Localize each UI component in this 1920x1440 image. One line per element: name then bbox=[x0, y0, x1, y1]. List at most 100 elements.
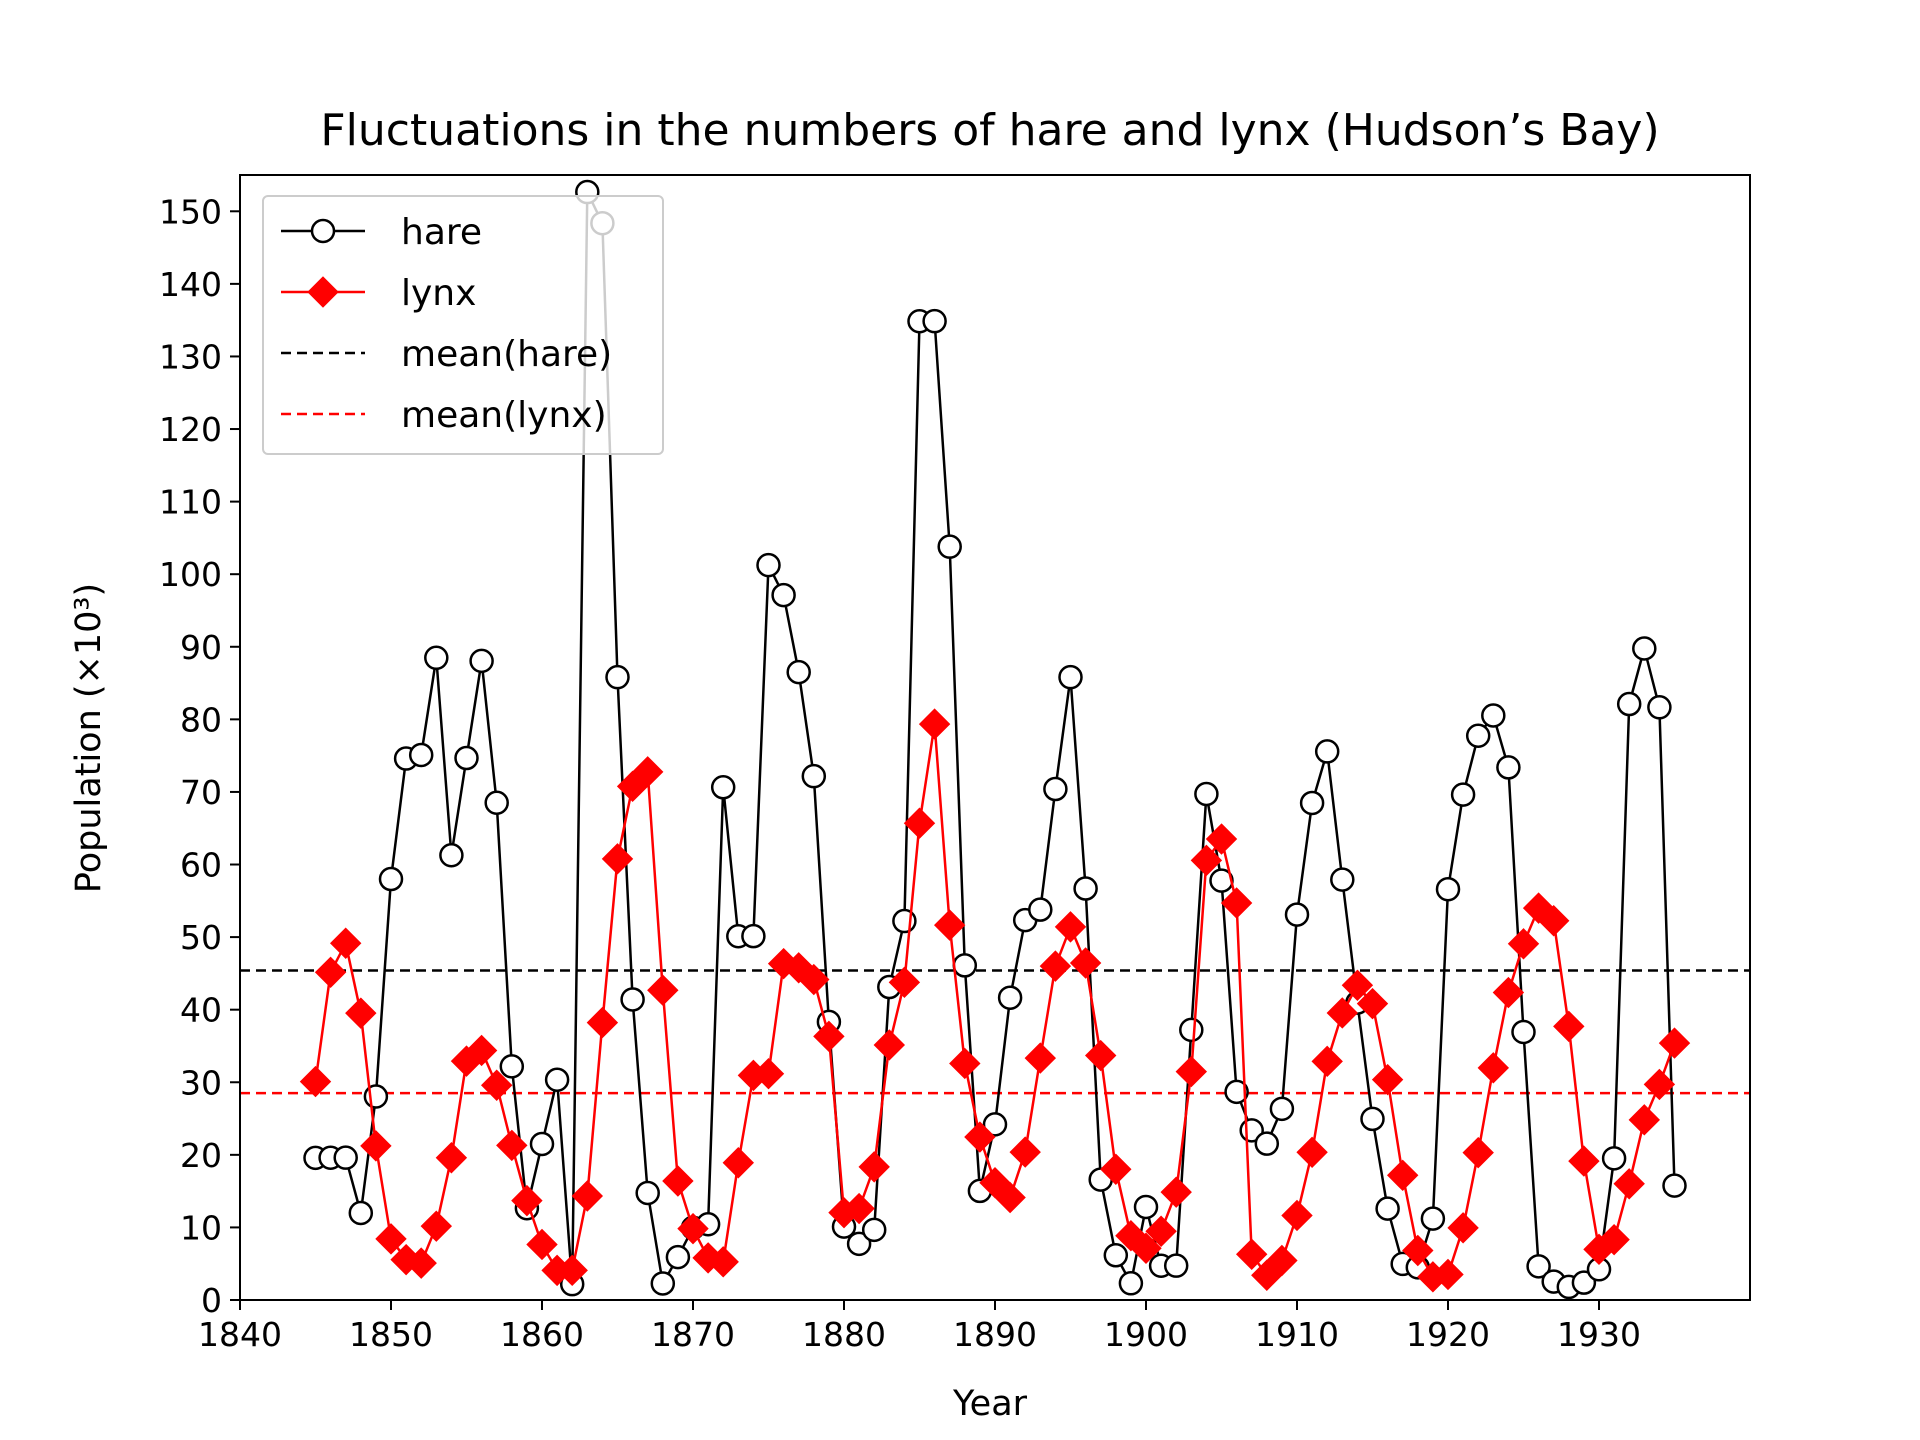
hare-point bbox=[544, 1067, 570, 1092]
hare-point bbox=[1511, 1019, 1536, 1045]
y-tick-label: 70 bbox=[180, 773, 222, 812]
hare-point bbox=[1481, 703, 1506, 728]
lynx-point bbox=[1356, 987, 1389, 1020]
legend: hare lynx mean(hare) mean(lynx) bbox=[262, 195, 664, 455]
lynx-point bbox=[994, 1181, 1026, 1214]
lynx-point bbox=[1160, 1176, 1192, 1208]
y-tick-label: 40 bbox=[180, 991, 222, 1030]
lynx-point bbox=[1341, 969, 1374, 1001]
y-tick-label: 150 bbox=[159, 192, 222, 231]
hare-point bbox=[1133, 1194, 1159, 1220]
lynx-point bbox=[677, 1212, 709, 1245]
lynx-point bbox=[1326, 997, 1359, 1029]
y-tick-label: 140 bbox=[159, 265, 222, 304]
lynx-point bbox=[299, 1065, 332, 1098]
lynx-point bbox=[1371, 1063, 1404, 1096]
x-tick-label: 1890 bbox=[953, 1315, 1037, 1354]
hare-point bbox=[1163, 1253, 1189, 1278]
lynx-point bbox=[1205, 823, 1238, 855]
lynx-point bbox=[314, 956, 347, 989]
lynx-point bbox=[1039, 950, 1072, 982]
lynx-point bbox=[601, 843, 634, 875]
x-tick-label: 1860 bbox=[500, 1315, 584, 1354]
hare-point bbox=[1028, 897, 1053, 922]
hare-point bbox=[408, 742, 434, 768]
hare-point bbox=[378, 866, 404, 892]
lynx-point bbox=[375, 1223, 407, 1255]
lynx-point bbox=[1643, 1068, 1676, 1101]
legend-lynx-label: lynx bbox=[401, 273, 476, 314]
lynx-point bbox=[480, 1069, 513, 1101]
y-tick-label: 120 bbox=[159, 410, 222, 449]
lynx-point bbox=[813, 1020, 845, 1053]
hare-point bbox=[529, 1131, 555, 1157]
y-tick-label: 0 bbox=[201, 1281, 222, 1320]
x-tick-label: 1870 bbox=[651, 1315, 735, 1354]
lynx-point bbox=[1024, 1042, 1057, 1074]
hare-point bbox=[1450, 782, 1476, 807]
hare-point bbox=[484, 790, 509, 815]
lynx-point bbox=[1477, 1052, 1510, 1084]
lynx-point bbox=[1386, 1159, 1419, 1192]
lynx-point bbox=[631, 756, 664, 788]
hare-point bbox=[1330, 867, 1355, 892]
lynx-point bbox=[722, 1147, 755, 1179]
lynx-point bbox=[1130, 1232, 1162, 1264]
lynx-point bbox=[1100, 1153, 1132, 1185]
hare-point bbox=[922, 308, 947, 334]
lynx-point bbox=[1658, 1027, 1691, 1059]
lynx-point bbox=[360, 1130, 392, 1162]
lynx-point bbox=[798, 963, 830, 996]
lynx-point bbox=[1235, 1238, 1268, 1270]
hare-point bbox=[1118, 1271, 1144, 1296]
lynx-point bbox=[345, 997, 377, 1029]
hare-point bbox=[1526, 1254, 1551, 1279]
lynx-point bbox=[1311, 1045, 1343, 1078]
x-tick-label: 1880 bbox=[802, 1315, 886, 1354]
y-tick-label: 20 bbox=[180, 1136, 222, 1175]
lynx-point bbox=[843, 1192, 875, 1225]
lynx-point bbox=[405, 1247, 437, 1279]
hare-point bbox=[710, 775, 736, 800]
hare-point bbox=[1299, 790, 1325, 816]
legend-mean-label: mean(lynx) bbox=[401, 395, 607, 436]
legend-box bbox=[262, 195, 664, 455]
lynx-point bbox=[858, 1151, 890, 1183]
hare-point bbox=[952, 953, 978, 978]
y-tick-label: 60 bbox=[180, 846, 222, 885]
lynx-point bbox=[1492, 976, 1525, 1009]
lynx-point bbox=[1084, 1039, 1117, 1072]
hare-point bbox=[1194, 781, 1219, 807]
hare-point bbox=[1616, 691, 1642, 717]
lynx-point bbox=[1069, 947, 1102, 979]
lynx-point bbox=[918, 708, 951, 740]
lynx-point bbox=[949, 1047, 981, 1080]
lynx-point bbox=[1296, 1136, 1328, 1169]
y-tick-label: 80 bbox=[180, 700, 222, 739]
y-tick-label: 110 bbox=[159, 483, 222, 522]
y-axis-label: Population (×10³) bbox=[69, 583, 109, 893]
hare-point bbox=[801, 763, 827, 789]
hare-point bbox=[1496, 755, 1521, 780]
hare-point bbox=[1314, 739, 1340, 764]
lynx-point bbox=[1402, 1234, 1434, 1267]
x-tick-label: 1930 bbox=[1557, 1315, 1641, 1354]
lynx-point bbox=[556, 1254, 588, 1287]
x-axis-label: Year bbox=[952, 1384, 1028, 1424]
hare-point bbox=[1420, 1206, 1446, 1231]
lynx-point bbox=[329, 927, 362, 959]
lynx-point bbox=[435, 1142, 468, 1174]
lynx-point bbox=[873, 1029, 906, 1061]
lynx-point bbox=[647, 974, 679, 1006]
hare-point bbox=[1179, 1017, 1204, 1043]
hare-point bbox=[665, 1244, 691, 1270]
hare-point bbox=[620, 987, 645, 1012]
data-layer bbox=[240, 179, 1750, 1300]
lynx-point bbox=[1598, 1223, 1630, 1256]
hare-point bbox=[1269, 1096, 1295, 1122]
lynx-point bbox=[1553, 1010, 1585, 1043]
lynx-point bbox=[1432, 1258, 1464, 1291]
lynx-point bbox=[1266, 1244, 1298, 1277]
hare-point bbox=[1360, 1106, 1385, 1132]
